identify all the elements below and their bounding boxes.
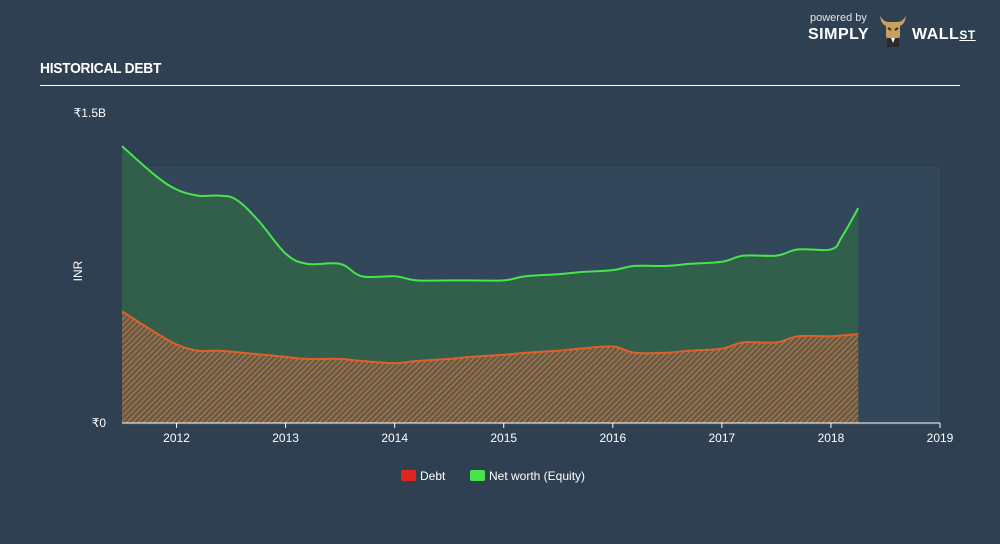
x-tick-label: 2013 (272, 431, 299, 445)
x-tick-label: 2016 (599, 431, 626, 445)
legend-swatch-debt (401, 470, 416, 481)
x-tick-label: 2017 (709, 431, 736, 445)
bull-icon (880, 16, 906, 47)
legend-label-equity: Net worth (Equity) (489, 469, 586, 483)
legend-label-debt: Debt (420, 469, 446, 483)
x-tick-label: 2012 (163, 431, 190, 445)
chart-title: HISTORICAL DEBT (40, 60, 162, 77)
title-divider (40, 85, 960, 86)
y-tick-label: ₹0 (92, 416, 107, 430)
legend-swatch-equity (470, 470, 485, 481)
x-tick-label: 2015 (490, 431, 517, 445)
brand-wall-text: WALLST (912, 26, 976, 43)
x-tick-label: 2014 (381, 431, 408, 445)
brand-powered-text: powered by (810, 12, 867, 24)
debt-area (122, 311, 859, 423)
grid-band (122, 166, 940, 219)
debt-line (121, 310, 859, 365)
simplywallst-logo: powered by SIMPLY WALLST (808, 12, 988, 52)
brand-st-text: ST (959, 28, 976, 42)
y-axis-label: INR (71, 260, 85, 281)
brand-simply-text: SIMPLY (808, 26, 870, 43)
equity-line (121, 145, 860, 282)
x-tick-label: 2018 (818, 431, 845, 445)
legend: Debt Net worth (Equity) (0, 469, 1000, 483)
x-tick-label: 2019 (927, 431, 954, 445)
y-tick-label: ₹1.5B (74, 106, 106, 120)
